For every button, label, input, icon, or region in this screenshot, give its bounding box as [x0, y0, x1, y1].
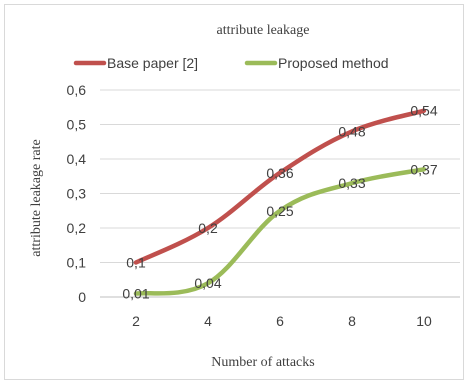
- data-labels: 0,1 0,2 0,36 0,48 0,54 0,01 0,04 0,25 0,33 0,37: [122, 103, 437, 302]
- x-tick-label: 2: [132, 313, 140, 329]
- x-axis-ticks: 2 4 6 8 10: [132, 313, 432, 329]
- y-tick-label: 0,4: [67, 151, 87, 167]
- chart-title: attribute leakage: [217, 23, 310, 38]
- x-tick-label: 10: [416, 313, 432, 329]
- data-label: 0,25: [266, 203, 293, 219]
- x-tick-label: 4: [204, 313, 212, 329]
- legend-label-base-paper: Base paper [2]: [107, 55, 198, 71]
- y-tick-label: 0,1: [67, 255, 87, 271]
- series: [133, 108, 427, 296]
- legend: Base paper [2] Proposed method: [73, 55, 389, 71]
- x-axis-title: Number of attacks: [211, 355, 314, 370]
- data-label: 0,36: [266, 165, 293, 181]
- y-tick-label: 0,5: [67, 117, 87, 133]
- legend-label-proposed-method: Proposed method: [278, 55, 389, 71]
- data-label: 0,33: [338, 175, 365, 191]
- data-label: 0,1: [126, 255, 146, 271]
- y-axis-ticks: 0 0,1 0,2 0,3 0,4 0,5 0,6: [67, 82, 87, 305]
- series-line-0: [133, 108, 427, 265]
- series-line-1: [133, 167, 427, 296]
- data-label: 0,01: [122, 286, 149, 302]
- y-tick-label: 0: [78, 289, 86, 305]
- data-label: 0,37: [410, 161, 437, 177]
- gridlines: [100, 89, 460, 298]
- y-axis-title: attribute leakage rate: [29, 139, 44, 256]
- data-label: 0,48: [338, 123, 365, 139]
- y-tick-label: 0,2: [67, 220, 87, 236]
- y-tick-label: 0,6: [67, 82, 87, 98]
- x-tick-label: 8: [348, 313, 356, 329]
- data-label: 0,54: [410, 103, 437, 119]
- x-tick-label: 6: [276, 313, 284, 329]
- data-label: 0,04: [194, 275, 221, 291]
- y-tick-label: 0,3: [67, 186, 87, 202]
- data-label: 0,2: [198, 220, 218, 236]
- chart-frame: [4, 4, 464, 380]
